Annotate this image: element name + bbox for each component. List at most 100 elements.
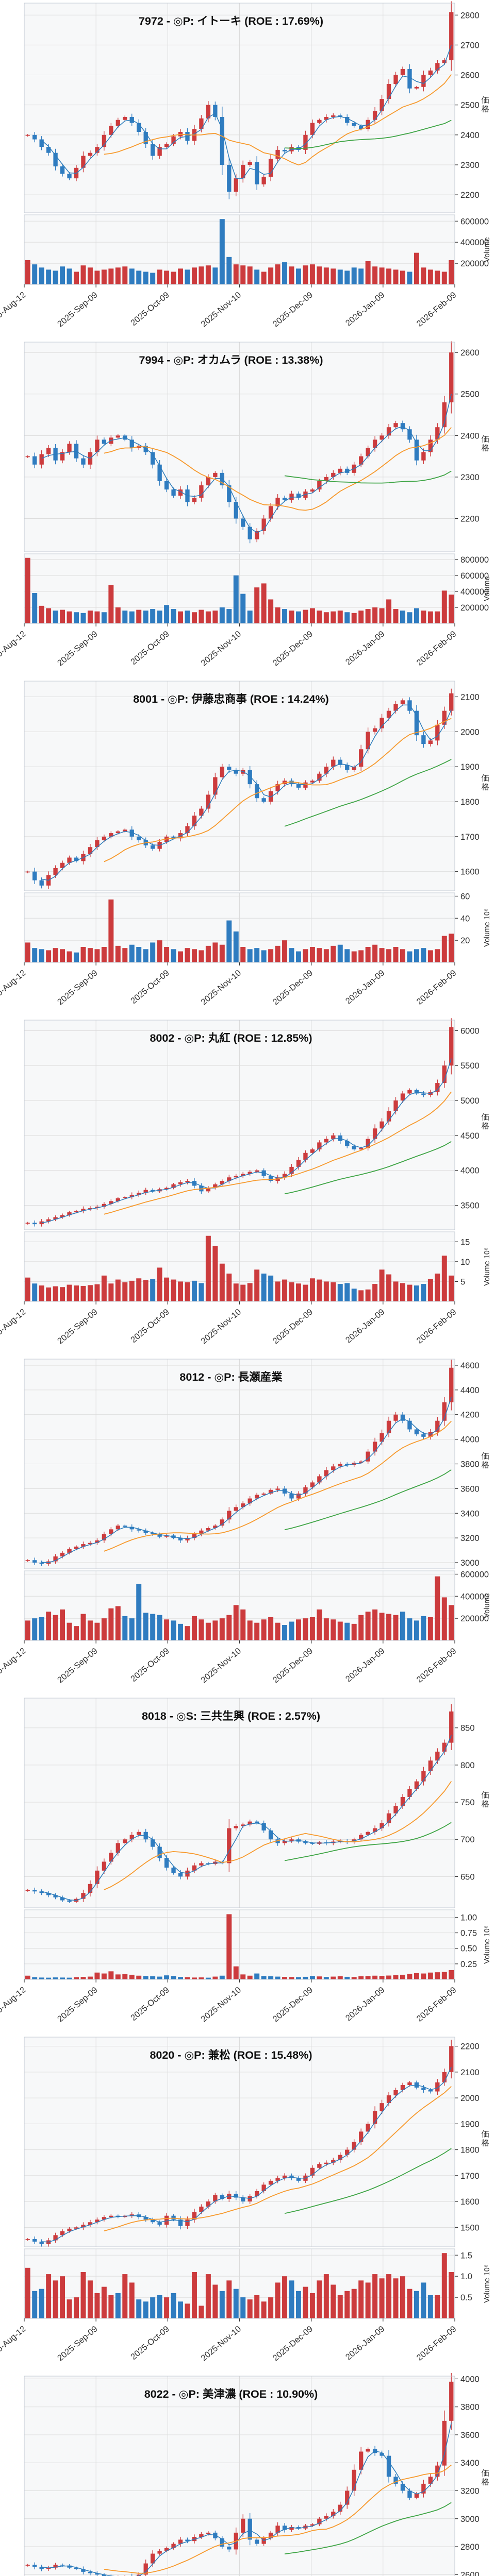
svg-text:2026-Jan-09: 2026-Jan-09 [344,290,387,328]
svg-text:200000: 200000 [460,603,489,613]
svg-text:2025-Oct-09: 2025-Oct-09 [129,290,171,328]
date-axis: 2025-Aug-12 2025-Sep-09 2025-Oct-09 2025-No… [0,284,458,329]
svg-text:20: 20 [460,936,470,945]
svg-text:2025-Nov-10: 2025-Nov-10 [199,968,243,1007]
svg-text:3000: 3000 [460,1558,480,1568]
candlestick-volume-chart-7994: 2200 2300 2400 2500 2600 価格 200000 400000 600000… [0,341,491,668]
svg-text:2026-Feb-09: 2026-Feb-09 [415,1985,458,2024]
volume-axis: 5 10 15 Volume 10⁶ [455,1238,491,1286]
svg-text:2700: 2700 [460,41,480,50]
svg-text:2600: 2600 [460,2570,480,2576]
svg-text:4400: 4400 [460,1386,480,1395]
svg-text:4600: 4600 [460,1361,480,1370]
svg-text:2200: 2200 [460,191,480,200]
volume-bars [25,1576,454,1640]
price-axis-label: 価格 [481,1113,489,1131]
svg-text:2400: 2400 [460,131,480,140]
svg-text:2500: 2500 [460,390,480,399]
volume-axis: 200000 400000 600000 800000 Volume [455,555,491,613]
svg-text:2025-Oct-09: 2025-Oct-09 [129,1307,171,1345]
price-axis-label: 価格 [481,774,489,792]
svg-text:2100: 2100 [460,2068,480,2077]
gridlines [24,3,455,284]
candlestick-volume-chart-7972: 2200 2300 2400 2500 2600 2700 2800 価格 200000 4000… [0,1,491,329]
svg-text:2400: 2400 [460,431,480,440]
stock-chart-panel-7994: 2200 2300 2400 2500 2600 価格 200000 400000 600000… [0,339,495,678]
svg-text:2026-Jan-09: 2026-Jan-09 [344,1985,387,2023]
svg-text:2025-Dec-09: 2025-Dec-09 [271,1307,315,1346]
svg-text:2025-Oct-09: 2025-Oct-09 [129,968,171,1006]
svg-text:400000: 400000 [460,1592,489,1601]
svg-text:2025-Aug-12: 2025-Aug-12 [0,1646,28,1685]
svg-text:40: 40 [460,914,470,923]
svg-text:2025-Oct-09: 2025-Oct-09 [129,629,171,667]
svg-text:4000: 4000 [460,2375,480,2384]
stock-chart-panel-8020: 1500 1600 1700 1800 1900 2000 2100 2200 価格 0.5 1.0… [0,2034,495,2373]
chart-title: 8002 - ◎P: 丸紅 (ROE : 12.85%) [150,1031,312,1044]
volume-bars [25,1914,454,1979]
svg-text:3400: 3400 [460,2459,480,2468]
svg-text:5000: 5000 [460,1096,480,1106]
svg-text:650: 650 [460,1872,475,1882]
svg-text:1.0: 1.0 [460,2272,472,2281]
moving-average-lines [41,1735,452,1901]
candles [25,1,454,199]
svg-text:60: 60 [460,892,470,901]
price-axis-label: 価格 [481,2469,489,2487]
moving-average-lines [41,394,452,533]
date-axis: 2025-Aug-12 2025-Sep-09 2025-Oct-09 2025-No… [0,1301,458,1346]
svg-text:2025-Sep-09: 2025-Sep-09 [56,290,100,329]
svg-text:2025-Nov-10: 2025-Nov-10 [199,1307,243,1346]
price-axis: 1600 1700 1800 1900 2000 2100 価格 [455,693,489,877]
moving-average-lines [41,1058,452,1224]
svg-text:600000: 600000 [460,217,489,226]
svg-text:2026-Jan-09: 2026-Jan-09 [344,968,387,1006]
stock-chart-panel-8002: 3500 4000 4500 5000 5500 6000 価格 5 10 15 Volume 10… [0,1017,495,1356]
svg-text:2025-Sep-09: 2025-Sep-09 [56,1307,100,1346]
svg-text:1600: 1600 [460,868,480,877]
svg-text:2025-Dec-09: 2025-Dec-09 [271,629,315,668]
svg-text:2025-Dec-09: 2025-Dec-09 [271,1646,315,1685]
stock-chart-panel-8001: 1600 1700 1800 1900 2000 2100 価格 20 40 60 Volume 1… [0,678,495,1017]
svg-text:2026-Feb-09: 2026-Feb-09 [415,290,458,329]
svg-text:2026-Jan-09: 2026-Jan-09 [344,629,387,667]
svg-text:2200: 2200 [460,2042,480,2052]
svg-text:2000: 2000 [460,727,480,737]
svg-text:0.50: 0.50 [460,1944,477,1954]
svg-text:2000: 2000 [460,2094,480,2103]
svg-text:1600: 1600 [460,2197,480,2207]
volume-axis: 200000 400000 600000 Volume [455,1570,491,1623]
svg-text:2300: 2300 [460,473,480,482]
date-axis: 2025-Aug-12 2025-Sep-09 2025-Oct-09 2025-No… [0,1979,458,2024]
svg-text:2025-Nov-10: 2025-Nov-10 [199,1985,243,2024]
chart-title: 7994 - ◎P: オカムラ (ROE : 13.38%) [139,354,323,366]
volume-bars [25,899,454,962]
price-axis: 1500 1600 1700 1800 1900 2000 2100 2200 価格 [455,2042,489,2232]
volume-axis-label: Volume 10⁶ [483,1925,491,1964]
svg-text:3800: 3800 [460,1460,480,1469]
svg-text:2025-Aug-12: 2025-Aug-12 [0,290,28,329]
svg-text:2025-Nov-10: 2025-Nov-10 [199,2324,243,2363]
stock-chart-panel-7972: 2200 2300 2400 2500 2600 2700 2800 価格 200000 4000… [0,0,495,339]
stock-chart-panel-8012: 3000 3200 3400 3600 3800 4000 4200 4400 4600 価格 20… [0,1356,495,1695]
price-axis: 650 700 750 800 850 価格 [455,1724,489,1882]
svg-text:2025-Nov-10: 2025-Nov-10 [199,290,243,329]
svg-text:3600: 3600 [460,1484,480,1494]
svg-text:4000: 4000 [460,1166,480,1176]
svg-text:1900: 1900 [460,2120,480,2129]
candles [25,2040,454,2247]
svg-text:2025-Nov-10: 2025-Nov-10 [199,1646,243,1685]
svg-text:2025-Dec-09: 2025-Dec-09 [271,968,315,1007]
svg-text:600000: 600000 [460,571,489,581]
price-axis: 2200 2300 2400 2500 2600 価格 [455,348,489,524]
svg-text:400000: 400000 [460,238,489,247]
price-axis: 2600 2800 3000 3200 3400 3600 3800 4000 価格 [455,2375,489,2576]
svg-text:1700: 1700 [460,833,480,842]
svg-text:0.75: 0.75 [460,1929,477,1938]
svg-text:10: 10 [460,1258,470,1267]
chart-title: 8018 - ◎S: 三共生興 (ROE : 2.57%) [142,1710,320,1722]
volume-axis: 0.25 0.50 0.75 1.00 Volume 10⁶ [455,1913,491,1969]
volume-bars [25,1235,454,1301]
price-axis-label: 価格 [481,2130,489,2148]
volume-axis-label: Volume [483,237,491,262]
